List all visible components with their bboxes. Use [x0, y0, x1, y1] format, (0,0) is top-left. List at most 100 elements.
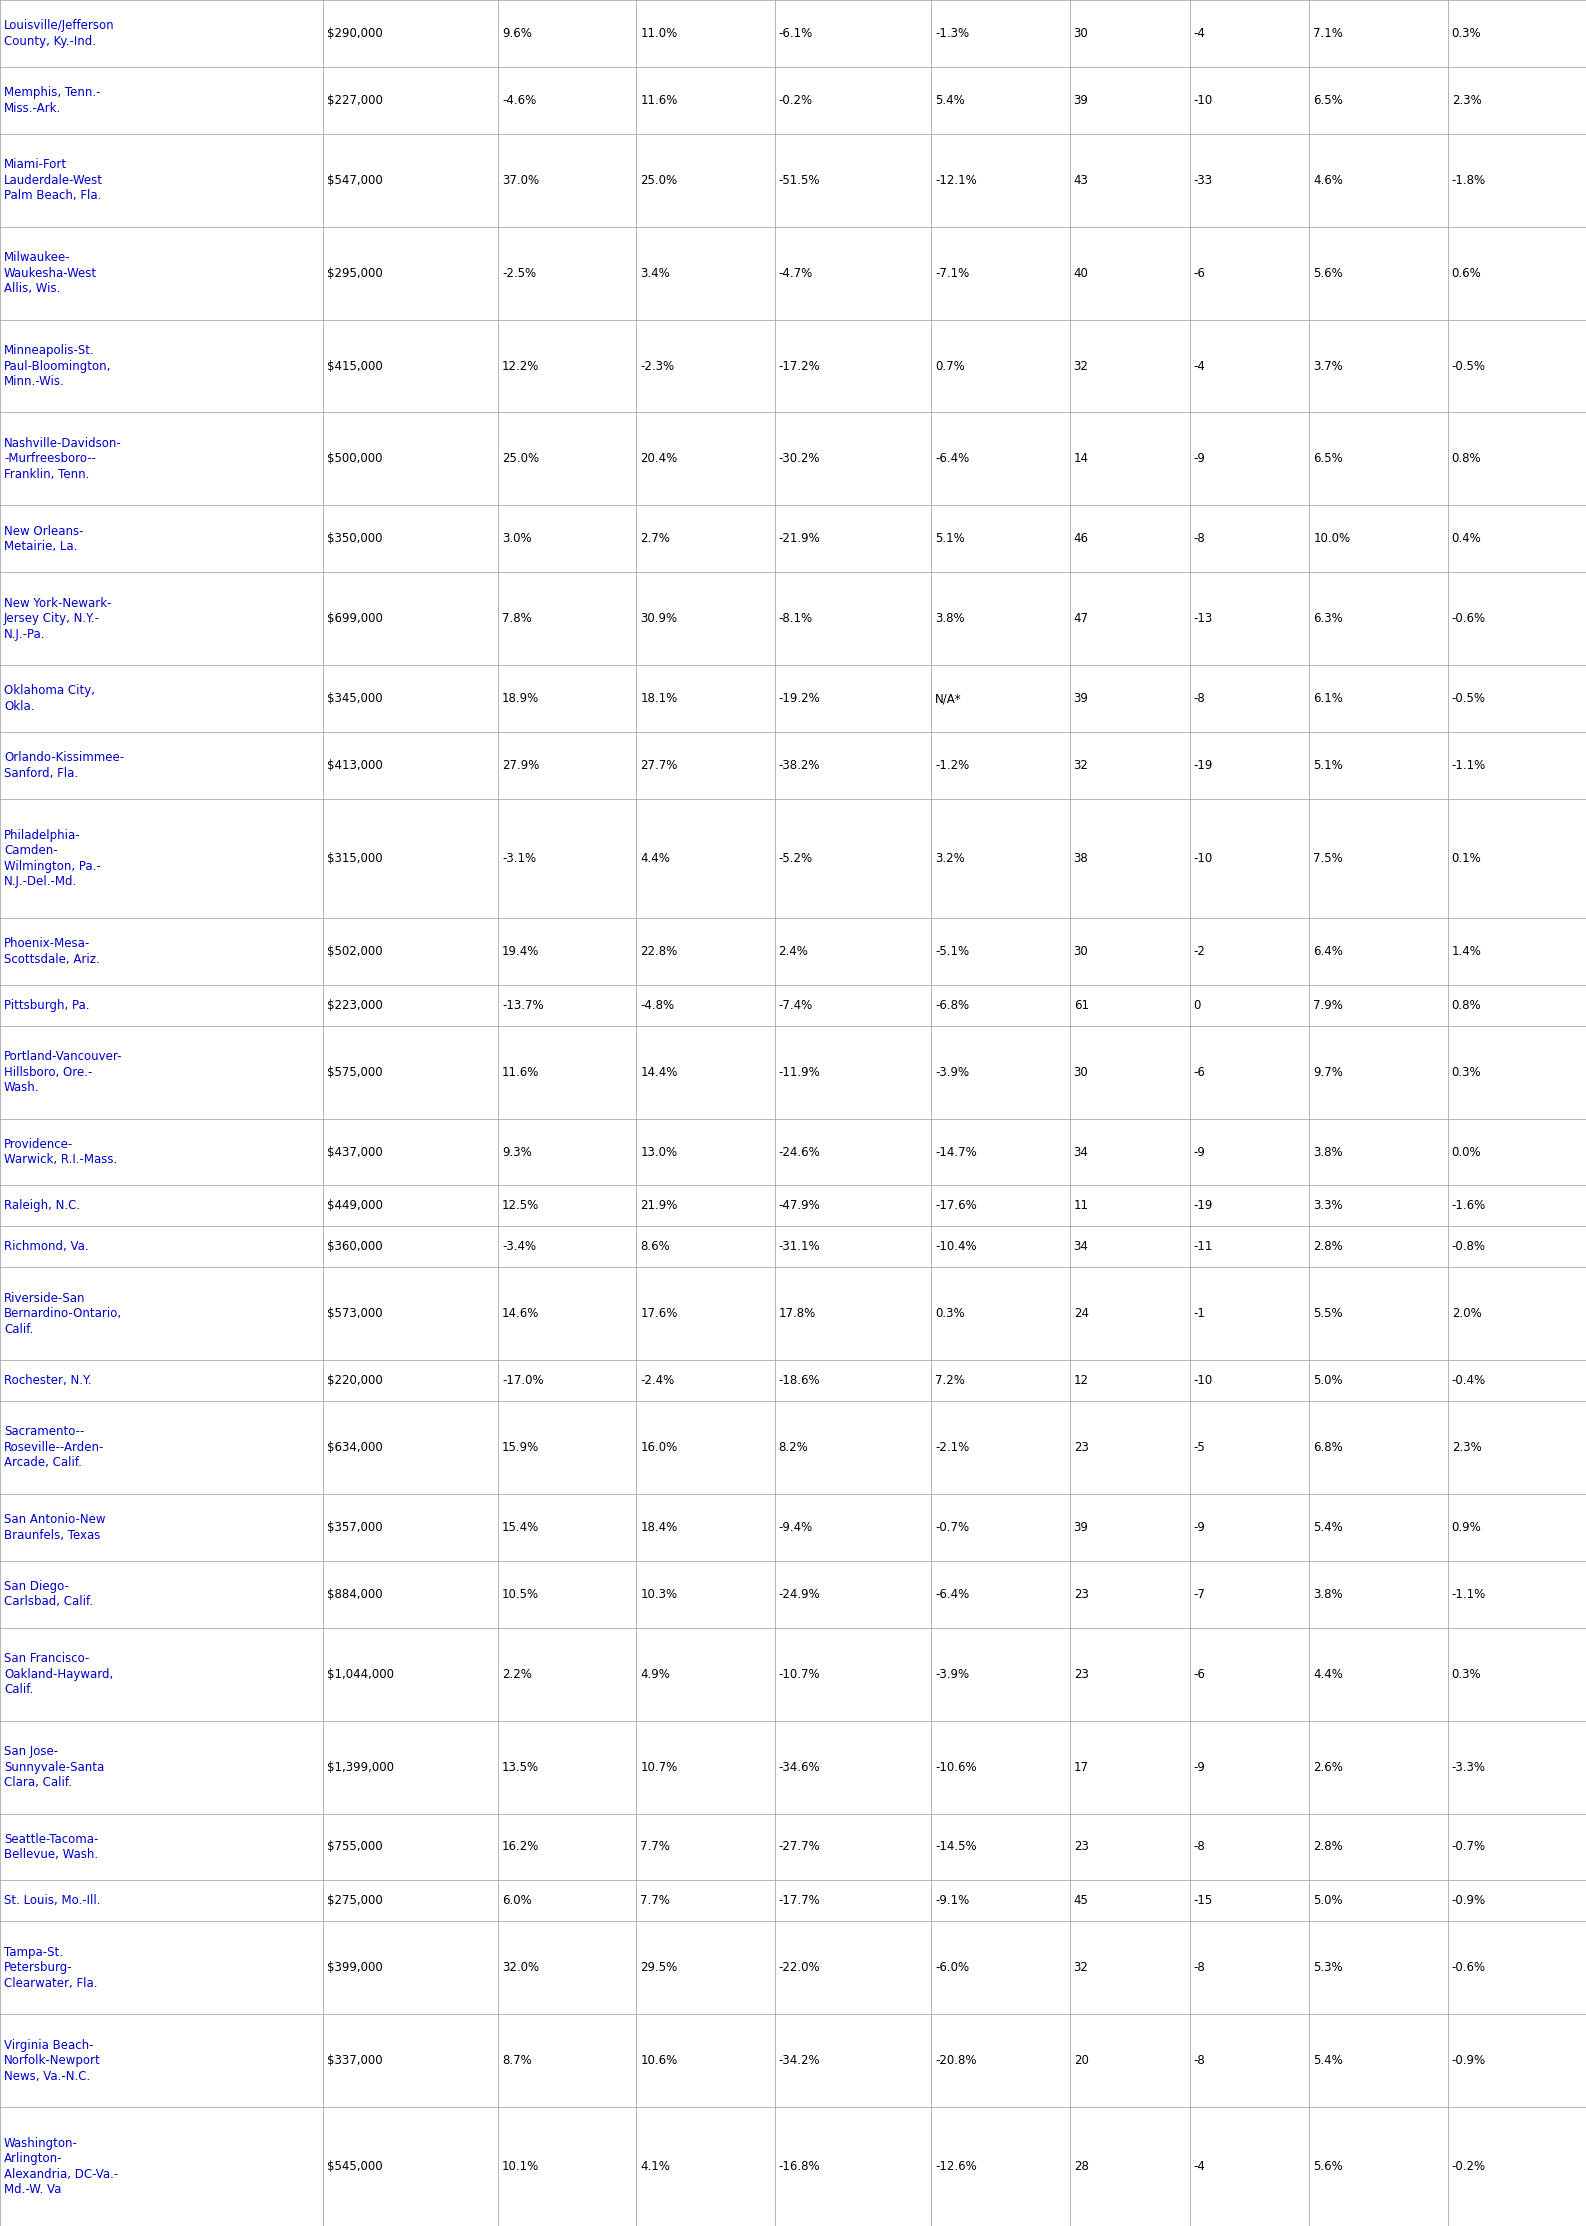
Text: 4.9%: 4.9%: [641, 1667, 671, 1681]
Text: 12.2%: 12.2%: [501, 361, 539, 372]
Text: Sacramento--
Roseville--Arden-
Arcade, Calif.: Sacramento-- Roseville--Arden- Arcade, C…: [5, 1425, 105, 1469]
Text: $227,000: $227,000: [327, 93, 382, 107]
Text: 5.0%: 5.0%: [1313, 1373, 1343, 1387]
Bar: [0, 321, 1586, 412]
Text: -6.1%: -6.1%: [779, 27, 812, 40]
Text: -17.7%: -17.7%: [779, 1894, 820, 1908]
Text: 20: 20: [1074, 2055, 1088, 2068]
Text: 34: 34: [1074, 1240, 1088, 1253]
Text: $500,000: $500,000: [327, 452, 382, 465]
Text: 18.9%: 18.9%: [501, 692, 539, 706]
Text: -1: -1: [1194, 1307, 1205, 1320]
Text: -0.7%: -0.7%: [936, 1520, 969, 1534]
Text: 13.5%: 13.5%: [501, 1761, 539, 1774]
Text: 43: 43: [1074, 174, 1088, 187]
Text: $502,000: $502,000: [327, 944, 382, 957]
Text: $437,000: $437,000: [327, 1146, 382, 1158]
Text: 6.8%: 6.8%: [1313, 1440, 1343, 1454]
Text: -11.9%: -11.9%: [779, 1066, 820, 1080]
Text: Minneapolis-St.
Paul-Bloomington,
Minn.-Wis.: Minneapolis-St. Paul-Bloomington, Minn.-…: [5, 345, 111, 387]
Text: $337,000: $337,000: [327, 2055, 382, 2068]
Text: Riverside-San
Bernardino-Ontario,
Calif.: Riverside-San Bernardino-Ontario, Calif.: [5, 1291, 122, 1336]
Text: 23: 23: [1074, 1667, 1088, 1681]
Text: $884,000: $884,000: [327, 1587, 382, 1600]
Text: $699,000: $699,000: [327, 612, 382, 626]
Text: Seattle-Tacoma-
Bellevue, Wash.: Seattle-Tacoma- Bellevue, Wash.: [5, 1832, 98, 1861]
Text: 6.5%: 6.5%: [1313, 93, 1343, 107]
Text: -47.9%: -47.9%: [779, 1200, 820, 1213]
Text: -3.9%: -3.9%: [936, 1667, 969, 1681]
Text: -51.5%: -51.5%: [779, 174, 820, 187]
Bar: [0, 134, 1586, 227]
Text: $634,000: $634,000: [327, 1440, 382, 1454]
Text: 39: 39: [1074, 692, 1088, 706]
Text: 25.0%: 25.0%: [641, 174, 677, 187]
Text: -8: -8: [1194, 1961, 1205, 1974]
Bar: [0, 0, 1586, 67]
Text: $1,399,000: $1,399,000: [327, 1761, 393, 1774]
Text: -19.2%: -19.2%: [779, 692, 820, 706]
Text: -17.0%: -17.0%: [501, 1373, 544, 1387]
Bar: [0, 1267, 1586, 1360]
Text: 23: 23: [1074, 1440, 1088, 1454]
Text: 3.8%: 3.8%: [1313, 1587, 1343, 1600]
Text: 11.6%: 11.6%: [641, 93, 677, 107]
Text: -22.0%: -22.0%: [779, 1961, 820, 1974]
Text: 12.5%: 12.5%: [501, 1200, 539, 1213]
Text: -0.5%: -0.5%: [1451, 361, 1486, 372]
Text: -16.8%: -16.8%: [779, 2159, 820, 2173]
Text: -17.6%: -17.6%: [936, 1200, 977, 1213]
Text: 4.4%: 4.4%: [1313, 1667, 1343, 1681]
Text: -10.4%: -10.4%: [936, 1240, 977, 1253]
Text: -0.8%: -0.8%: [1451, 1240, 1486, 1253]
Text: 21.9%: 21.9%: [641, 1200, 677, 1213]
Text: -8.1%: -8.1%: [779, 612, 812, 626]
Text: -38.2%: -38.2%: [779, 759, 820, 772]
Text: 5.6%: 5.6%: [1313, 2159, 1343, 2173]
Text: 12: 12: [1074, 1373, 1088, 1387]
Text: 16.2%: 16.2%: [501, 1841, 539, 1854]
Text: -0.9%: -0.9%: [1451, 2055, 1486, 2068]
Text: -34.2%: -34.2%: [779, 2055, 820, 2068]
Text: San Antonio-New
Braunfels, Texas: San Antonio-New Braunfels, Texas: [5, 1514, 106, 1543]
Text: -4: -4: [1194, 2159, 1205, 2173]
Text: -6.4%: -6.4%: [936, 1587, 969, 1600]
Text: Orlando-Kissimmee-
Sanford, Fla.: Orlando-Kissimmee- Sanford, Fla.: [5, 752, 124, 779]
Text: -12.1%: -12.1%: [936, 174, 977, 187]
Text: 10.5%: 10.5%: [501, 1587, 539, 1600]
Text: 14.4%: 14.4%: [641, 1066, 677, 1080]
Text: -0.6%: -0.6%: [1451, 612, 1486, 626]
Bar: [0, 1026, 1586, 1120]
Text: -9: -9: [1194, 452, 1205, 465]
Text: 3.4%: 3.4%: [641, 267, 669, 280]
Text: -10.7%: -10.7%: [779, 1667, 820, 1681]
Text: 37.0%: 37.0%: [501, 174, 539, 187]
Text: 1.4%: 1.4%: [1451, 944, 1481, 957]
Text: 0.7%: 0.7%: [936, 361, 964, 372]
Bar: [0, 1627, 1586, 1721]
Text: -7: -7: [1194, 1587, 1205, 1600]
Text: 22.8%: 22.8%: [641, 944, 677, 957]
Text: -5: -5: [1194, 1440, 1205, 1454]
Text: -27.7%: -27.7%: [779, 1841, 820, 1854]
Text: St. Louis, Mo.-Ill.: St. Louis, Mo.-Ill.: [5, 1894, 100, 1908]
Text: 46: 46: [1074, 532, 1088, 545]
Text: 3.3%: 3.3%: [1313, 1200, 1343, 1213]
Text: 30.9%: 30.9%: [641, 612, 677, 626]
Text: 28: 28: [1074, 2159, 1088, 2173]
Text: -6: -6: [1194, 267, 1205, 280]
Text: 15.4%: 15.4%: [501, 1520, 539, 1534]
Text: 2.6%: 2.6%: [1313, 1761, 1343, 1774]
Text: Washington-
Arlington-
Alexandria, DC-Va.-
Md.-W. Va: Washington- Arlington- Alexandria, DC-Va…: [5, 2137, 119, 2197]
Text: -8: -8: [1194, 692, 1205, 706]
Text: -8: -8: [1194, 532, 1205, 545]
Text: -1.1%: -1.1%: [1451, 759, 1486, 772]
Text: Nashville-Davidson-
-Murfreesboro--
Franklin, Tenn.: Nashville-Davidson- -Murfreesboro-- Fran…: [5, 436, 122, 481]
Text: $223,000: $223,000: [327, 999, 382, 1013]
Text: -3.3%: -3.3%: [1451, 1761, 1486, 1774]
Text: -1.6%: -1.6%: [1451, 1200, 1486, 1213]
Bar: [0, 67, 1586, 134]
Text: $220,000: $220,000: [327, 1373, 382, 1387]
Text: -24.9%: -24.9%: [779, 1587, 820, 1600]
Text: 17: 17: [1074, 1761, 1088, 1774]
